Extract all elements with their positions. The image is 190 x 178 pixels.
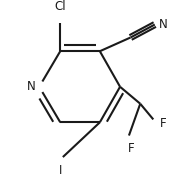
Text: N: N	[26, 80, 35, 93]
Text: F: F	[160, 117, 167, 130]
Text: F: F	[128, 142, 135, 155]
Text: Cl: Cl	[55, 0, 66, 13]
Text: I: I	[59, 164, 62, 177]
Text: N: N	[159, 18, 168, 31]
